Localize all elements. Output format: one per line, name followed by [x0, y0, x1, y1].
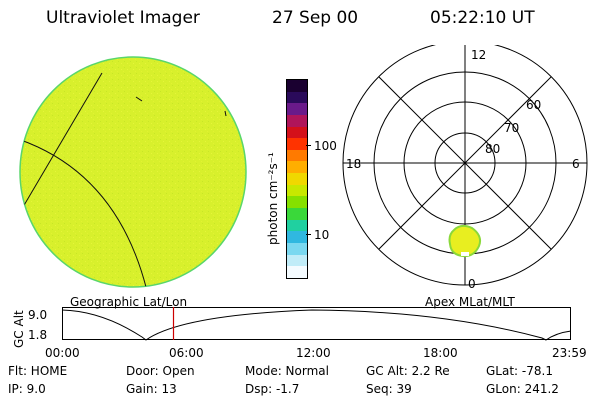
lat-label-80: 80: [485, 142, 500, 156]
colorbar-segment: [287, 196, 307, 209]
colorbar-segment: [287, 103, 307, 115]
time-label: 05:22:10 UT: [430, 8, 535, 28]
xtick-0600: 06:00: [169, 346, 204, 360]
colorbar-segment: [287, 173, 307, 185]
mlt-label-18: 18: [346, 157, 361, 171]
polar-plot: 12 18 6 0 60 70 80: [342, 45, 588, 291]
colorbar-segment: [287, 184, 307, 197]
xtick-0000: 00:00: [45, 346, 80, 360]
info-mode: Mode: Normal: [245, 364, 329, 378]
info-dsp: Dsp: -1.7: [245, 382, 300, 396]
altitude-ytick-top: 9.0: [28, 308, 48, 322]
colorbar-segment: [287, 91, 307, 104]
info-flt: Flt: HOME: [8, 364, 68, 378]
colorbar-segment: [287, 114, 307, 127]
colorbar-segment: [287, 149, 307, 162]
auroral-blob: [448, 224, 482, 258]
colorbar-segment: [287, 242, 307, 255]
earth-disk: [19, 56, 247, 288]
lat-label-70: 70: [504, 121, 519, 135]
left-panel-caption: Geographic Lat/Lon: [70, 295, 188, 309]
colorbar-tick-10: 10: [314, 228, 330, 242]
info-gc-alt: GC Alt: 2.2 Re: [366, 364, 450, 378]
geographic-image: [19, 56, 247, 288]
tick-10-mark: [306, 234, 311, 235]
colorbar-segment: [287, 254, 307, 267]
info-door: Door: Open: [126, 364, 195, 378]
info-glon: GLon: 241.2: [486, 382, 559, 396]
altitude-curve: [62, 309, 572, 341]
colorbar-tick-100: 100: [314, 139, 337, 153]
xtick-1800: 18:00: [423, 346, 458, 360]
altitude-strip-plot: [62, 307, 572, 341]
colorbar-unit-label: photon cm⁻²s⁻¹: [266, 152, 280, 245]
colorbar-segment: [287, 138, 307, 150]
info-gain: Gain: 13: [126, 382, 177, 396]
colorbar-segment: [287, 266, 307, 278]
mlt-label-0: 0: [468, 277, 476, 291]
colorbar-segment: [287, 80, 307, 92]
info-glat: GLat: -78.1: [486, 364, 553, 378]
meridian-line: [22, 72, 103, 208]
color-scale-bar: [286, 79, 308, 279]
info-ip: IP: 9.0: [8, 382, 46, 396]
xtick-1200: 12:00: [296, 346, 331, 360]
colorbar-segment: [287, 219, 307, 232]
altitude-ytick-bottom: 1.8: [28, 328, 48, 342]
lat-label-60: 60: [526, 98, 541, 112]
mlt-label-12: 12: [471, 48, 486, 62]
info-seq: Seq: 39: [366, 382, 412, 396]
latitude-curve: [20, 138, 147, 287]
mlt-label-6: 6: [572, 157, 580, 171]
colorbar-segment: [287, 161, 307, 174]
colorbar-segment: [287, 126, 307, 139]
altitude-ylabel: GC Alt: [12, 310, 26, 348]
xtick-2359: 23:59: [552, 346, 587, 360]
right-panel-caption: Apex MLat/MLT: [425, 295, 515, 309]
colorbar-segment: [287, 208, 307, 220]
instrument-title: Ultraviolet Imager: [46, 8, 200, 28]
date-label: 27 Sep 00: [272, 8, 359, 28]
colorbar-segment: [287, 231, 307, 243]
tick-100-mark: [306, 145, 311, 146]
